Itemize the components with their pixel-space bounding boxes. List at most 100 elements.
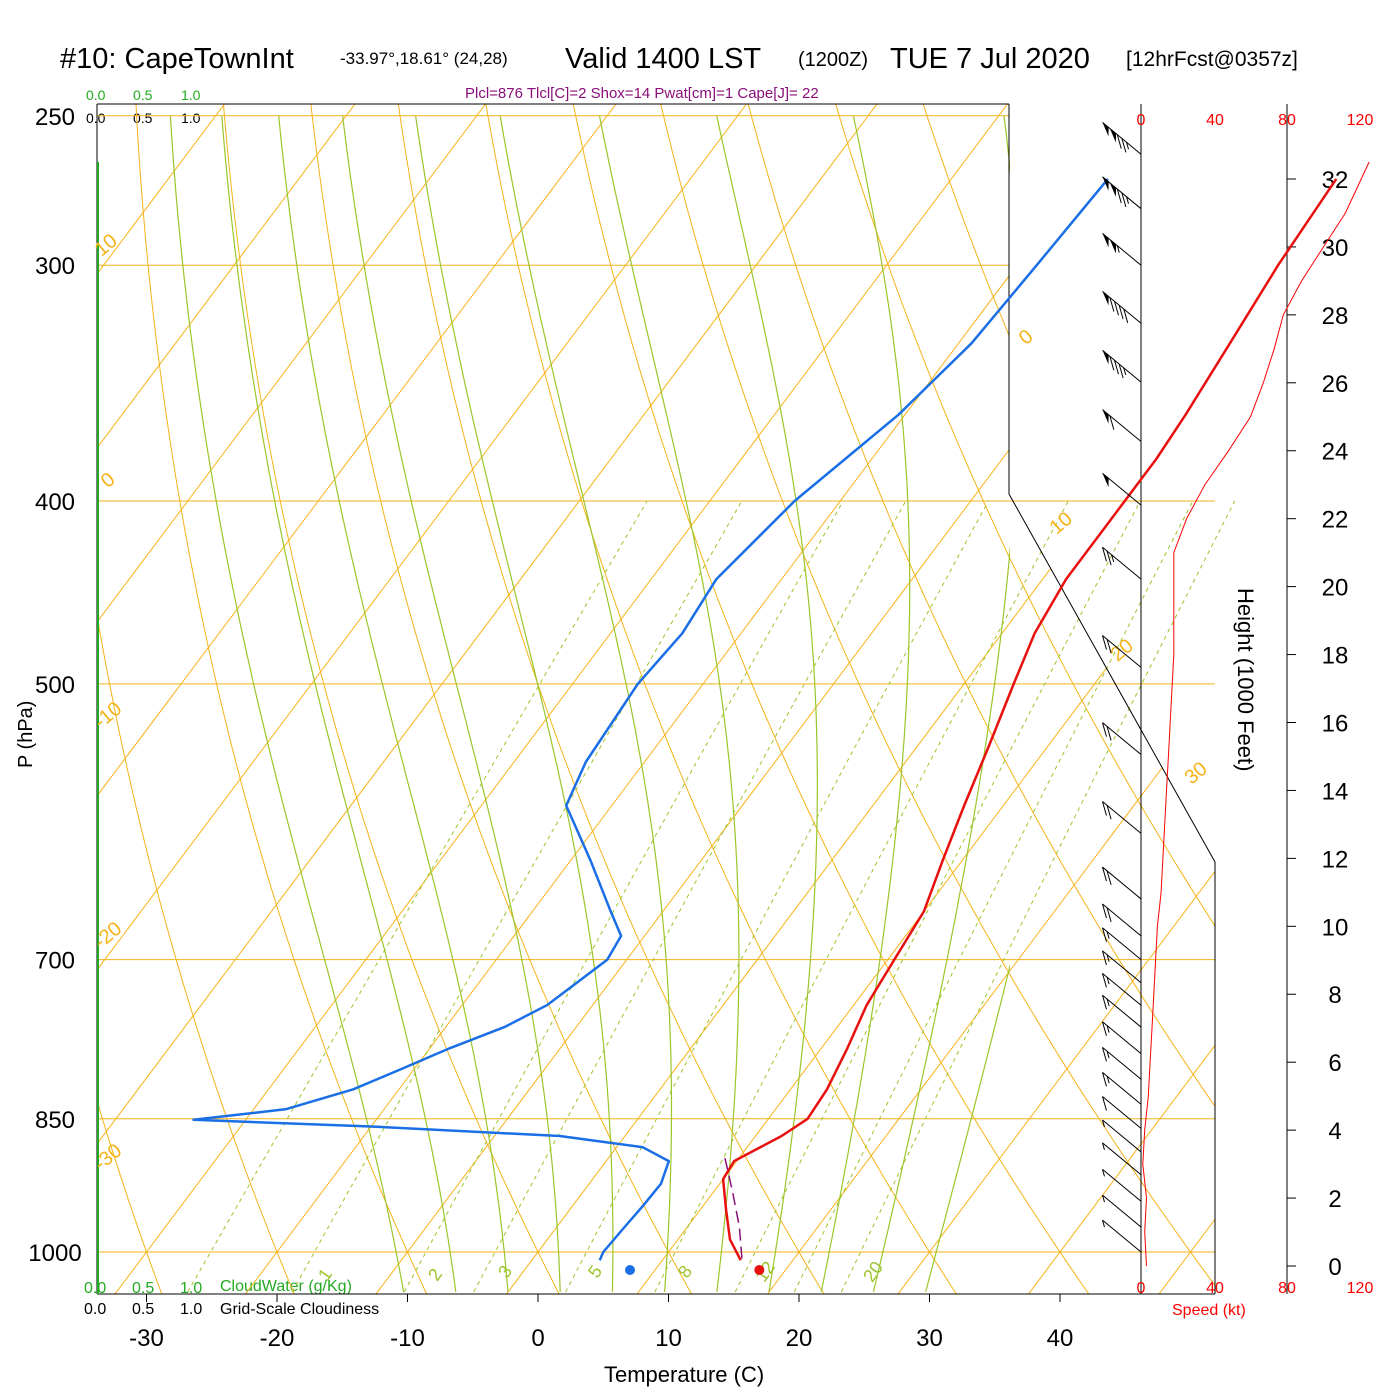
wind-barb-full: [1101, 927, 1107, 942]
wind-barb-staff: [1102, 546, 1142, 580]
wind-barb-full: [1101, 635, 1107, 650]
mixing-ratio-label: 5: [584, 1262, 606, 1282]
dry-adiabat-line: [308, 104, 704, 1294]
isotherm-line: [98, 104, 1137, 1294]
dry-adiabat-lines: [97, 104, 1215, 1294]
mixing-ratio-line: [793, 500, 1194, 1293]
wind-barb-flag: [1102, 176, 1109, 191]
moist-adiabat-line: [598, 115, 740, 1293]
mixing-ratio-line: [187, 500, 648, 1293]
wind-speed-profile: [1142, 161, 1370, 1267]
height-tick-label: 24: [1322, 439, 1349, 466]
moist-adiabat-line: [499, 115, 673, 1293]
wind-barb-staff: [1102, 1021, 1142, 1054]
speed-tick-top: 40: [1206, 112, 1224, 129]
wind-barb-staff: [1102, 801, 1142, 834]
wind-barb-half: [1101, 1219, 1105, 1228]
cloud-tick-top-green-2: 1.0: [181, 87, 201, 103]
dry-adiabat-line: [655, 104, 1215, 1294]
moist-adiabat-line: [169, 115, 405, 1293]
height-tick-label: 16: [1322, 710, 1349, 737]
forecast-info: [12hrFcst@0357z]: [1126, 48, 1298, 71]
wind-barb-half: [1126, 196, 1129, 204]
wind-barb-staff: [1102, 349, 1142, 383]
wind-barb-staff: [1102, 1169, 1142, 1202]
pressure-tick-label: 250: [35, 104, 75, 131]
wind-barb-staff: [1102, 950, 1142, 984]
temperature-line: [721, 178, 1338, 1261]
cloud-tick-bottom-green-2: 1.0: [180, 1280, 202, 1297]
height-tick-label: 20: [1322, 575, 1349, 602]
cloud-tick-bottom-black-1: 0.5: [132, 1301, 154, 1318]
temperature-tick-label: 10: [655, 1325, 682, 1352]
height-tick-label: 14: [1322, 778, 1349, 805]
dry-adiabat-line: [568, 104, 1104, 1294]
wind-barb-staff: [1102, 176, 1142, 210]
mixing-ratio-label: 20: [859, 1258, 887, 1286]
wind-barb-half: [1106, 954, 1110, 962]
y2-axis-title: Height (1000 Feet): [1233, 588, 1258, 771]
wind-barb-full: [1101, 722, 1107, 737]
mixing-ratio-line: [473, 500, 907, 1293]
wind-barbs: [1101, 121, 1142, 1253]
moist-adiabat-line: [925, 963, 1010, 1293]
moist-adiabat-line: [415, 115, 614, 1293]
isotherm-label: -30: [90, 1140, 126, 1175]
wind-barb-full: [1101, 903, 1107, 919]
cloud-tick-bottom-black-0: 0.0: [84, 1301, 106, 1318]
wind-barb-full: [1101, 950, 1107, 966]
moist-adiabat-line: [716, 115, 819, 1293]
wind-barb-staff: [1102, 903, 1142, 937]
pressure-tick-label: 850: [35, 1107, 75, 1134]
wind-barb-staff: [1102, 1194, 1142, 1228]
isotherm-line: [881, 104, 1215, 1294]
wind-barb-staff: [1102, 1096, 1142, 1129]
speed-tick-bottom: 40: [1206, 1280, 1224, 1297]
wind-barb-full: [1101, 547, 1107, 562]
wind-barb-full: [1109, 356, 1115, 371]
wind-barb-staff: [1102, 472, 1142, 506]
wind-barb-full: [1101, 801, 1107, 816]
wind-barb-staff: [1102, 1047, 1142, 1080]
wind-barb-staff: [1102, 994, 1142, 1028]
height-tick-label: 30: [1322, 235, 1349, 262]
pressure-tick-label: 1000: [28, 1240, 81, 1267]
wind-barb-full: [1101, 866, 1107, 882]
moist-adiabat-line: [872, 115, 1010, 1293]
wind-barb-full: [1101, 1072, 1107, 1087]
moist-adiabat-line: [221, 115, 457, 1293]
mixing-ratio-line: [734, 500, 1141, 1293]
pressure-tick-label: 400: [35, 489, 75, 516]
height-tick-label: 4: [1328, 1118, 1341, 1145]
wind-barb-full: [1109, 297, 1115, 312]
wind-barb-flag: [1109, 239, 1117, 254]
wind-barb-flag: [1109, 182, 1117, 197]
temperature-tick-label: -30: [129, 1325, 164, 1352]
mixing-ratio-line: [403, 500, 844, 1293]
wind-barb-flag: [1109, 128, 1117, 143]
cloud-tick-top-black-1: 0.5: [133, 110, 153, 126]
dry-adiabat-line: [742, 104, 1215, 1294]
wind-barb-full: [1101, 1096, 1107, 1111]
moist-adiabat-line: [278, 115, 509, 1293]
pressure-tick-label: 700: [35, 948, 75, 975]
cloud-tick-top-black-0: 0.0: [86, 110, 106, 126]
temperature-tick-label: -20: [260, 1325, 295, 1352]
speed-tick-bottom: 0: [1137, 1280, 1146, 1297]
wind-barb-full: [1121, 192, 1127, 208]
isotherm-label: 10: [91, 230, 122, 261]
cloud-scale-bottom: 0.0 0.5 1.0 CloudWater (g/Kg) 0.0 0.5 1.…: [84, 1278, 379, 1318]
temperature-tick-label: 30: [916, 1325, 943, 1352]
height-tick-label: 10: [1322, 914, 1349, 941]
wind-barb-full: [1121, 138, 1127, 153]
wind-barb-full: [1118, 363, 1124, 379]
mixing-ratio-line: [840, 500, 1236, 1293]
speed-axis-label: Speed (kt): [1172, 1302, 1246, 1319]
mixing-ratio-lines: [187, 500, 1236, 1293]
height-tick-label: 12: [1322, 846, 1349, 873]
wind-barb-full: [1101, 995, 1107, 1010]
isotherm-line: [97, 104, 484, 1294]
